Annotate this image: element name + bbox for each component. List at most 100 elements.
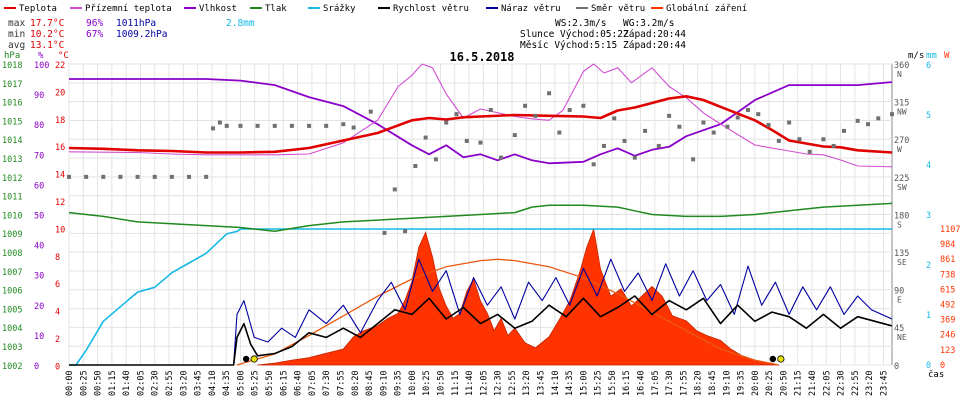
wind-dir-point-20 bbox=[368, 109, 373, 114]
axis-temp-tick-7: 8 bbox=[55, 253, 60, 263]
temperature-line bbox=[68, 95, 893, 154]
legend-label-1: Přízemní teplota bbox=[85, 4, 172, 14]
stat-max-temp: 17.7°C bbox=[30, 18, 64, 29]
x-tick-5: 02:05 bbox=[136, 370, 146, 396]
stat-min-hum: 67% bbox=[86, 29, 103, 40]
axis-dir-sub-5: SE bbox=[897, 258, 907, 267]
axis-hpa-tick-7: 1011 bbox=[2, 193, 22, 203]
wind-dir-point-45 bbox=[643, 128, 648, 133]
x-tick-4: 01:40 bbox=[122, 370, 132, 396]
axis-hpa-tick-8: 1010 bbox=[2, 211, 22, 221]
wind-dir-point-47 bbox=[667, 113, 672, 118]
x-tick-32: 13:20 bbox=[522, 370, 532, 396]
axis-temp-tick-5: 12 bbox=[55, 198, 65, 208]
axis-hpa-tick-6: 1012 bbox=[2, 174, 22, 184]
axis-rad-tick-8: 123 bbox=[940, 346, 955, 356]
axis-temp-tick-0: 22 bbox=[55, 61, 65, 71]
stat-max-hum: 96% bbox=[86, 18, 103, 29]
wind-dir-point-33 bbox=[512, 133, 517, 138]
x-tick-2: 00:50 bbox=[94, 370, 104, 396]
x-tick-16: 06:40 bbox=[294, 370, 304, 396]
wind-dir-point-4 bbox=[135, 174, 140, 179]
axis-ms-tick-1: 5 bbox=[926, 111, 931, 121]
wind-dir-point-58 bbox=[787, 120, 792, 125]
axis-hpa-unit: hPa bbox=[4, 51, 20, 61]
wind-dir-point-11 bbox=[224, 123, 229, 128]
sun-info: Slunce Východ:05:22 bbox=[520, 29, 629, 40]
x-tick-38: 15:50 bbox=[608, 370, 618, 396]
axis-rad-tick-9: 0 bbox=[940, 361, 945, 371]
legend-label-4: Srážky bbox=[323, 4, 356, 14]
x-tick-13: 05:25 bbox=[251, 370, 261, 396]
legend-label-7: Směr větru bbox=[591, 4, 645, 14]
wind-gust-info: WG:3.2m/s bbox=[623, 18, 674, 29]
axis-hpa-tick-2: 1016 bbox=[2, 99, 22, 109]
x-tick-36: 15:00 bbox=[579, 370, 589, 396]
x-tick-47: 19:35 bbox=[737, 370, 747, 396]
axis-dir-tick-6: 90 bbox=[894, 287, 904, 297]
axis-dir-tick-0: 360 bbox=[894, 61, 909, 71]
axis-dir-tick-4: 180 bbox=[894, 211, 909, 221]
wind-dir-point-51 bbox=[711, 130, 716, 135]
wind-dir-point-35 bbox=[533, 113, 538, 118]
axis-ms-tick-2: 4 bbox=[926, 161, 931, 171]
x-tick-21: 08:45 bbox=[365, 370, 375, 396]
x-tick-17: 07:05 bbox=[308, 370, 318, 396]
wind-dir-point-6 bbox=[169, 174, 174, 179]
axis-rad-unit: W bbox=[944, 51, 950, 61]
wind-dir-point-50 bbox=[701, 120, 706, 125]
wind-dir-point-10 bbox=[217, 120, 222, 125]
x-tick-14: 05:50 bbox=[265, 370, 275, 396]
axis-pct-tick-10: 0 bbox=[34, 362, 39, 372]
wind-dir-point-18 bbox=[341, 122, 346, 127]
moon-info: Měsíc Východ:5:15 bbox=[520, 40, 617, 51]
wind-dir-point-44 bbox=[632, 155, 637, 160]
wind-dir-point-37 bbox=[557, 130, 562, 135]
wind-dir-point-2 bbox=[101, 174, 106, 179]
axis-dir-tick-1: 315 bbox=[894, 99, 909, 109]
axis-hpa-tick-10: 1008 bbox=[2, 249, 22, 259]
x-tick-48: 20:00 bbox=[751, 370, 761, 396]
wind-dir-point-56 bbox=[766, 123, 771, 128]
x-tick-41: 17:05 bbox=[651, 370, 661, 396]
rain-line bbox=[69, 228, 892, 366]
wind-dir-point-52 bbox=[725, 124, 730, 129]
wind-dir-point-26 bbox=[433, 157, 438, 162]
x-tick-46: 19:10 bbox=[722, 370, 732, 396]
axis-dir-tick-5: 135 bbox=[894, 249, 909, 259]
x-tick-11: 04:35 bbox=[222, 370, 232, 396]
x-tick-31: 12:55 bbox=[508, 370, 518, 396]
wind-dir-point-54 bbox=[745, 107, 750, 112]
wind-dir-point-29 bbox=[464, 138, 469, 143]
x-tick-37: 15:25 bbox=[594, 370, 604, 396]
axis-dir-sub-1: NW bbox=[897, 108, 907, 117]
axis-rad-tick-7: 246 bbox=[940, 331, 955, 341]
wind-dir-point-0 bbox=[67, 174, 71, 179]
axis-rad-tick-6: 369 bbox=[940, 316, 955, 326]
stat-avg-temp: 13.1°C bbox=[30, 40, 64, 51]
wind-dir-point-59 bbox=[797, 137, 802, 142]
stat-min-temp: 10.2°C bbox=[30, 29, 64, 40]
stat-avg-label: avg bbox=[8, 40, 25, 51]
axis-ms-tick-5: 1 bbox=[926, 311, 931, 321]
axis-temp-tick-2: 18 bbox=[55, 116, 65, 126]
x-tick-33: 13:45 bbox=[537, 370, 547, 396]
x-tick-15: 06:15 bbox=[279, 370, 289, 396]
axis-rad-tick-5: 492 bbox=[940, 301, 955, 311]
x-tick-0: 00:00 bbox=[65, 370, 75, 396]
axis-rad-tick-4: 615 bbox=[940, 285, 955, 295]
axis-rad-tick-1: 984 bbox=[940, 240, 955, 250]
wind-dir-point-66 bbox=[876, 116, 881, 121]
axis-temp-tick-6: 10 bbox=[55, 225, 65, 235]
wind-dir-point-62 bbox=[831, 143, 836, 148]
x-tick-35: 14:35 bbox=[565, 370, 575, 396]
wind-dir-point-42 bbox=[612, 116, 617, 121]
axis-ms-tick-3: 3 bbox=[926, 211, 931, 221]
wind-dir-point-25 bbox=[423, 135, 428, 140]
wind-dir-point-41 bbox=[601, 143, 606, 148]
x-tick-7: 02:55 bbox=[165, 370, 175, 396]
axis-dir-sub-4: S bbox=[897, 220, 902, 229]
axis-rad-tick-2: 861 bbox=[940, 255, 955, 265]
wind-dir-point-57 bbox=[776, 138, 781, 143]
